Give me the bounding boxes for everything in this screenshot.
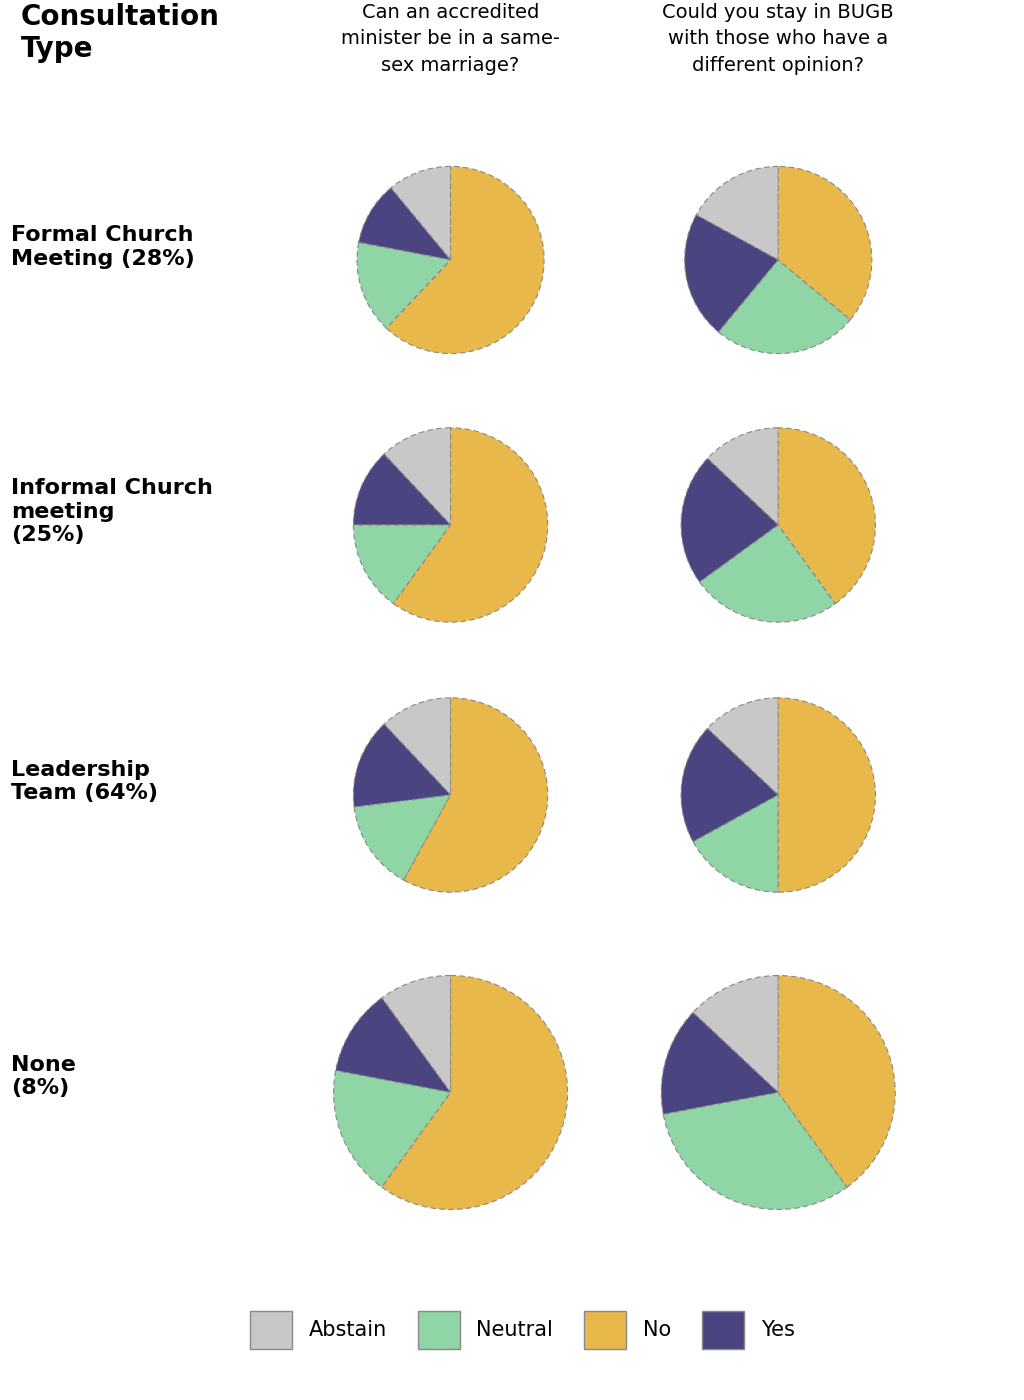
Wedge shape <box>696 167 778 260</box>
Legend: Abstain, Neutral, No, Yes: Abstain, Neutral, No, Yes <box>250 1310 795 1350</box>
Wedge shape <box>354 795 451 881</box>
Text: Could you stay in BUGB
with those who have a
different opinion?: Could you stay in BUGB with those who ha… <box>663 3 894 74</box>
Wedge shape <box>391 167 451 260</box>
Wedge shape <box>708 428 778 525</box>
Text: Formal Church
Meeting (28%): Formal Church Meeting (28%) <box>11 225 195 269</box>
Text: None
(8%): None (8%) <box>11 1054 76 1098</box>
Wedge shape <box>693 976 778 1092</box>
Wedge shape <box>393 428 548 622</box>
Wedge shape <box>681 458 778 582</box>
Wedge shape <box>353 454 451 525</box>
Text: Leadership
Team (64%): Leadership Team (64%) <box>11 760 159 804</box>
Wedge shape <box>357 242 451 328</box>
Wedge shape <box>693 795 778 892</box>
Wedge shape <box>386 167 544 354</box>
Wedge shape <box>778 697 876 892</box>
Wedge shape <box>382 976 451 1092</box>
Wedge shape <box>336 998 451 1092</box>
Wedge shape <box>699 525 836 622</box>
Wedge shape <box>384 697 451 795</box>
Wedge shape <box>358 188 451 260</box>
Text: Informal Church
meeting
(25%): Informal Church meeting (25%) <box>11 479 213 545</box>
Wedge shape <box>353 525 451 603</box>
Wedge shape <box>778 428 876 603</box>
Wedge shape <box>778 976 895 1187</box>
Text: Can an accredited
minister be in a same-
sex marriage?: Can an accredited minister be in a same-… <box>341 3 560 74</box>
Wedge shape <box>681 728 778 841</box>
Wedge shape <box>719 260 850 354</box>
Wedge shape <box>664 1092 847 1210</box>
Wedge shape <box>708 697 778 795</box>
Text: Consultation
Type: Consultation Type <box>20 3 219 63</box>
Wedge shape <box>382 976 567 1210</box>
Wedge shape <box>384 428 451 525</box>
Wedge shape <box>685 216 778 332</box>
Wedge shape <box>334 1071 451 1187</box>
Wedge shape <box>662 1012 778 1114</box>
Wedge shape <box>403 697 548 892</box>
Wedge shape <box>353 724 451 808</box>
Wedge shape <box>778 167 871 319</box>
